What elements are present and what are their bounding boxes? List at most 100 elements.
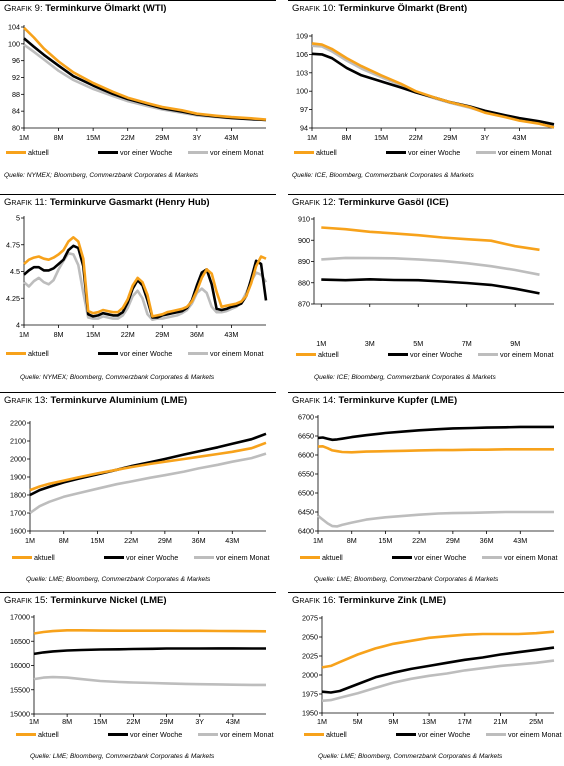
y-tick-label: 100: [296, 87, 308, 96]
y-tick-label: 1950: [302, 709, 318, 718]
legend-vor-einer-woche-label: vor einer Woche: [410, 350, 462, 359]
chart-svg: 80 84 88 92 96 100 104 1M 8M 15M 22M 29M 3Y 43M aktuel…: [6, 23, 267, 157]
x-tick-label: 22M: [412, 536, 426, 545]
chart-title: Grafik 9: Terminkurve Ölmarkt (WTI): [4, 3, 167, 14]
y-tick-label: 109: [296, 32, 308, 41]
series-line-vor-einem-monat: [23, 43, 267, 122]
x-tick-label: 36M: [480, 536, 494, 545]
chart-title: Grafik 12: Terminkurve Gasöl (ICE): [292, 197, 449, 208]
x-tick-label: 1M: [316, 339, 326, 348]
y-tick-label: 2050: [302, 633, 318, 642]
series-line-vor-einer-woche: [317, 425, 554, 442]
legend-vor-einer-woche-label: vor einer Woche: [120, 349, 172, 358]
chart-svg: 15000 15500 16000 16500 17000 1M 8M 15M 22M 29M 3Y…: [10, 613, 274, 740]
y-tick-label: 890: [298, 257, 310, 266]
x-tick-label: 15M: [93, 717, 107, 726]
legend-aktuell-label: aktuell: [38, 730, 59, 739]
legend-vor-einer-woche-label: vor einer Woche: [120, 148, 172, 157]
chart-svg: 94 97 100 103 106 109 1M 8M 15M 22M 29M 3Y 43M aktuel…: [294, 32, 555, 157]
x-tick-label: 43M: [224, 133, 238, 142]
chart-panel-10: Grafik 10: Terminkurve Ölmarkt (Brent) 9…: [288, 0, 564, 190]
y-tick-label: 84: [12, 107, 20, 116]
chart-svg: 870 880 890 900 910 1M 3M 5M 7M 9M aktuell vor eine…: [296, 215, 554, 359]
legend-vor-einem-monat-label: vor einem Monat: [500, 350, 554, 359]
x-tick-label: 22M: [121, 133, 135, 142]
x-tick-label: 7M: [462, 339, 472, 348]
x-tick-label: 9M: [388, 717, 398, 726]
series-line-aktuell: [311, 42, 555, 129]
x-tick-label: 8M: [62, 717, 72, 726]
y-tick-label: 103: [296, 68, 308, 77]
y-tick-label: 96: [12, 56, 20, 65]
series-line-vor-einem-monat: [321, 256, 540, 276]
x-tick-label: 9M: [510, 339, 520, 348]
series-line-vor-einer-woche: [23, 244, 268, 319]
chart-title: Grafik 13: Terminkurve Aluminium (LME): [4, 395, 188, 406]
y-tick-label: 88: [12, 90, 20, 99]
legend-vor-einem-monat-label: vor einem Monat: [508, 730, 562, 739]
y-tick-label: 80: [12, 124, 20, 133]
y-tick-label: 15500: [10, 685, 30, 694]
chart-svg: 1950 1975 2000 2025 2050 2075 1M 5M 9M 13M 17M 21M 2…: [302, 614, 562, 740]
y-tick-label: 4.25: [6, 294, 20, 303]
chart-panel-11: Grafik 11: Terminkurve Gasmarkt (Henry H…: [0, 194, 276, 386]
chart-title: Grafik 15: Terminkurve Nickel (LME): [4, 595, 167, 606]
y-tick-label: 2200: [10, 419, 26, 428]
top-rule: [288, 0, 564, 1]
x-tick-label: 3M: [365, 339, 375, 348]
legend-vor-einer-woche-label: vor einer Woche: [418, 730, 470, 739]
x-tick-label: 43M: [512, 133, 526, 142]
chart-svg: 4 4.25 4.5 4.75 5 1M 8M 15M 22M 29M 36M 43M aktuell v…: [6, 214, 268, 358]
x-tick-label: 15M: [90, 536, 104, 545]
x-tick-label: 29M: [160, 717, 174, 726]
top-rule: [0, 392, 276, 393]
legend-vor-einem-monat-label: vor einem Monat: [504, 553, 558, 562]
series-line-aktuell: [23, 235, 267, 318]
legend-aktuell-label: aktuell: [322, 553, 343, 562]
x-tick-label: 8M: [59, 536, 69, 545]
x-tick-label: 15M: [378, 536, 392, 545]
x-tick-label: 1M: [29, 717, 39, 726]
y-tick-label: 92: [12, 73, 20, 82]
x-tick-label: 22M: [409, 133, 423, 142]
chart-source: Quelle: LME; Bloomberg, Commerzbank Corp…: [318, 753, 503, 760]
x-tick-label: 5M: [353, 717, 363, 726]
legend-vor-einer-woche-label: vor einer Woche: [126, 553, 178, 562]
series-line-vor-einer-woche: [321, 278, 540, 295]
chart-title: Grafik 10: Terminkurve Ölmarkt (Brent): [292, 3, 468, 14]
y-tick-label: 16500: [10, 637, 30, 646]
top-rule: [288, 392, 564, 393]
chart-panel-13: Grafik 13: Terminkurve Aluminium (LME) 1…: [0, 392, 276, 590]
y-tick-label: 6400: [298, 527, 314, 536]
y-tick-label: 2075: [302, 614, 318, 623]
chart-title: Grafik 16: Terminkurve Zink (LME): [292, 595, 447, 606]
x-tick-label: 36M: [190, 330, 204, 339]
series-line-aktuell: [321, 226, 540, 252]
x-tick-label: 22M: [124, 536, 138, 545]
chart-panel-15: Grafik 15: Terminkurve Nickel (LME) 1500…: [0, 592, 276, 766]
x-tick-label: 3Y: [480, 133, 489, 142]
x-tick-label: 21M: [493, 717, 507, 726]
chart-source: Quelle: LME; Bloomberg, Commerzbank Corp…: [26, 576, 211, 583]
legend-vor-einer-woche-label: vor einer Woche: [414, 553, 466, 562]
x-tick-label: 15M: [86, 330, 100, 339]
y-tick-label: 6600: [298, 451, 314, 460]
top-rule: [288, 194, 564, 195]
chart-title: Grafik 14: Terminkurve Kupfer (LME): [292, 395, 458, 406]
y-tick-label: 6700: [298, 413, 314, 422]
y-tick-label: 2100: [10, 437, 26, 446]
y-tick-label: 94: [300, 124, 308, 133]
y-tick-label: 6500: [298, 489, 314, 498]
chart-panel-12: Grafik 12: Terminkurve Gasöl (ICE) 870 88…: [288, 194, 564, 386]
chart-panel-9: Grafik 9: Terminkurve Ölmarkt (WTI) 80 84…: [0, 0, 276, 190]
x-tick-label: 1M: [307, 133, 317, 142]
series-line-vor-einem-monat: [321, 659, 555, 703]
series-line-aktuell: [317, 444, 554, 454]
top-rule: [0, 592, 276, 593]
x-tick-label: 3Y: [195, 717, 204, 726]
legend-vor-einer-woche-label: vor einer Woche: [408, 148, 460, 157]
legend-vor-einem-monat-label: vor einem Monat: [220, 730, 274, 739]
series-line-aktuell: [29, 441, 267, 492]
chart-title: Grafik 11: Terminkurve Gasmarkt (Henry H…: [4, 197, 210, 208]
x-tick-label: 13M: [422, 717, 436, 726]
